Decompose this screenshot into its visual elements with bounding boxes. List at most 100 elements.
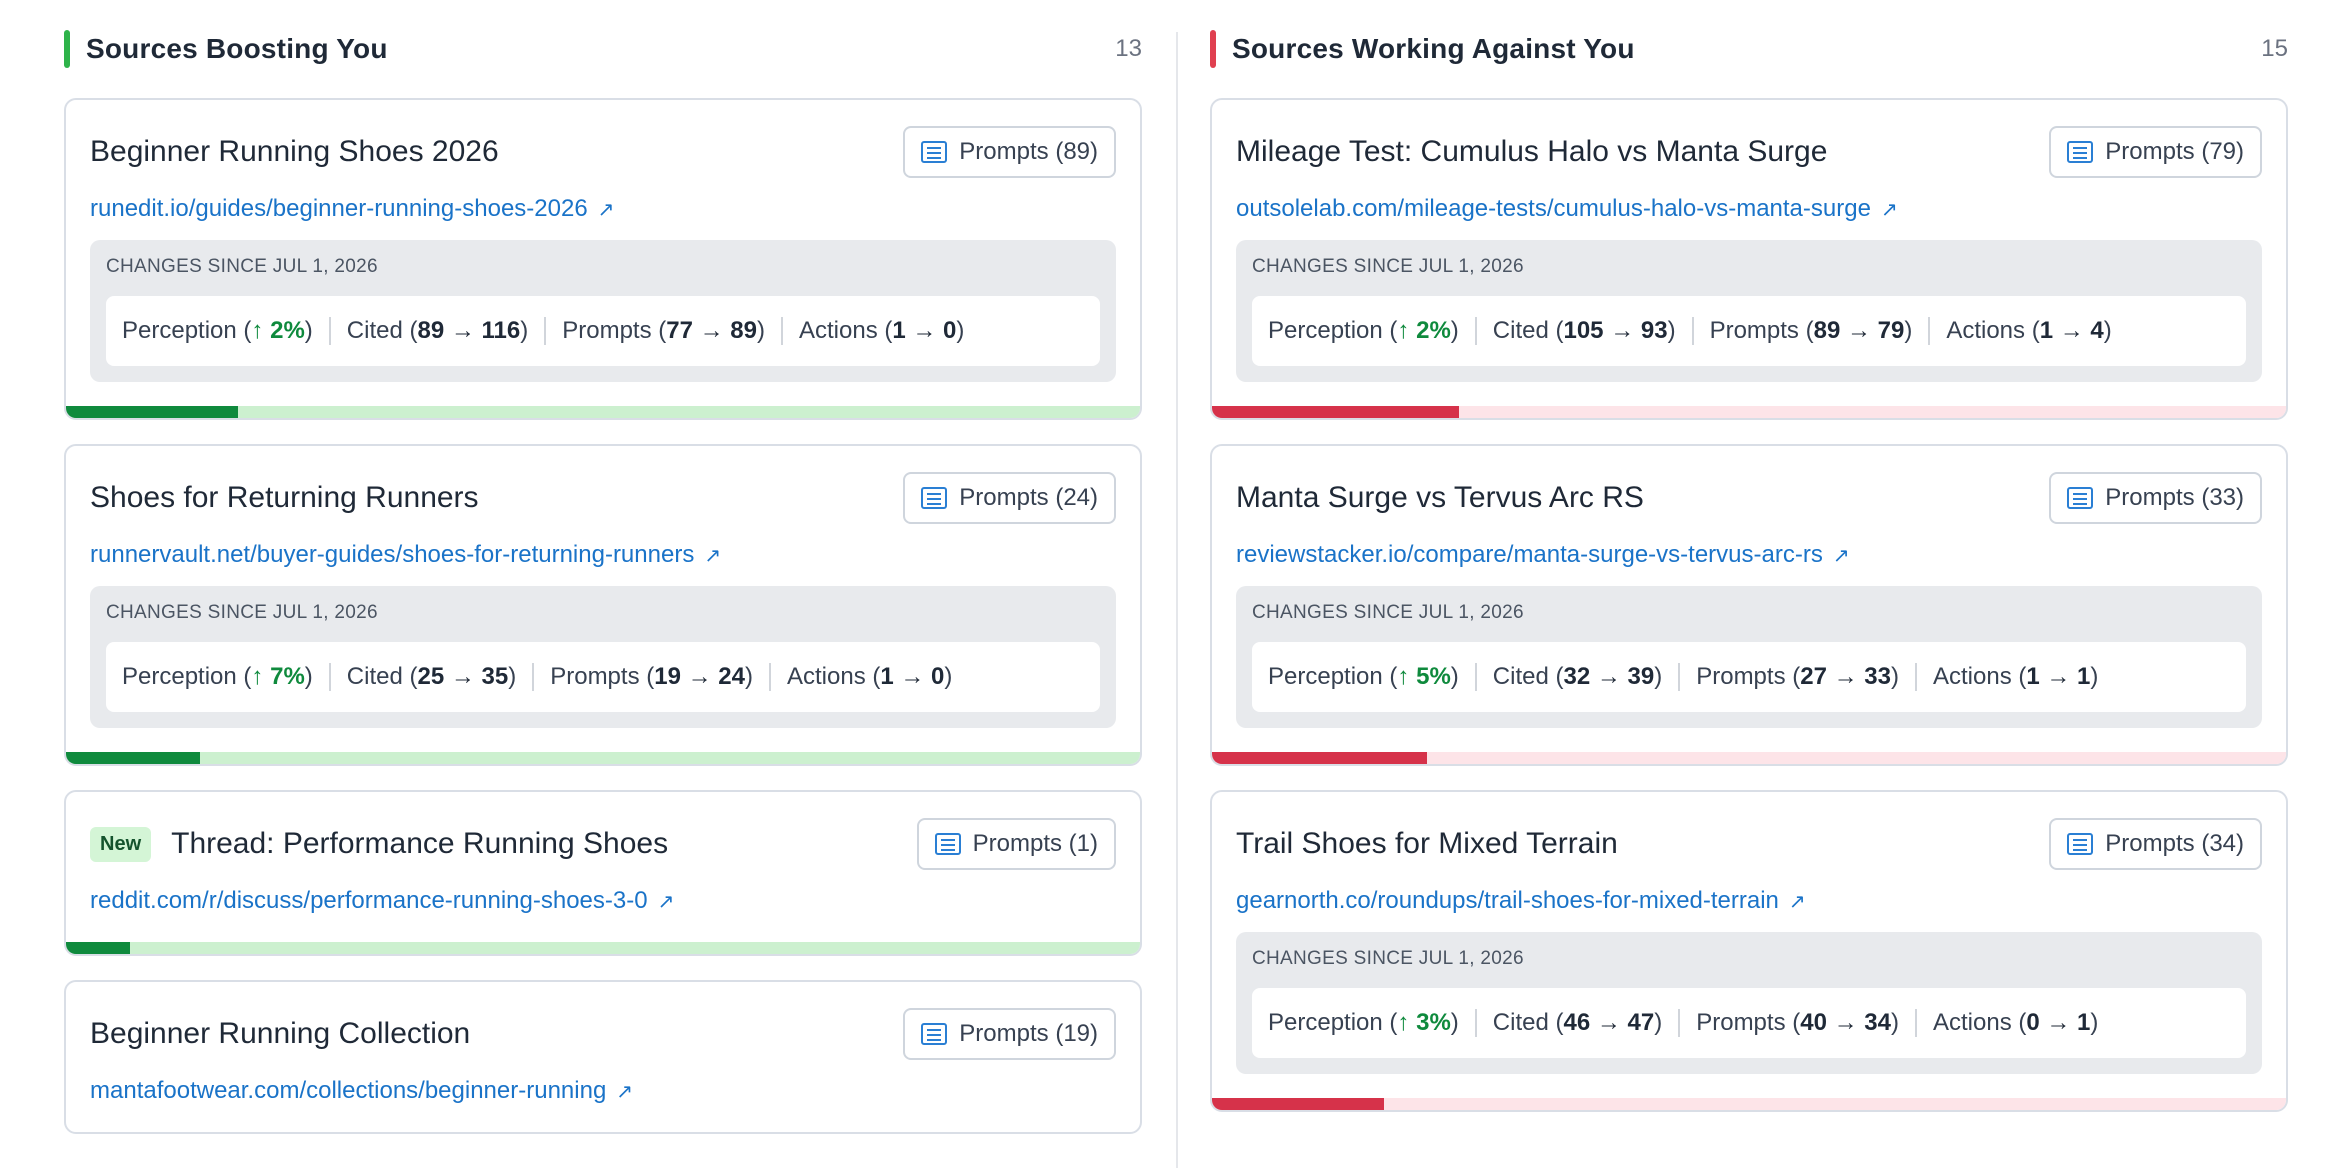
- up-arrow-icon: ↑: [1397, 1009, 1410, 1036]
- metric-actions: Actions (1 → 1): [1914, 663, 2114, 691]
- card-header: Shoes for Returning Runners Prompts (24): [90, 472, 1116, 524]
- progress-bar: [66, 752, 1140, 764]
- prompts-button-label: Prompts (89): [959, 138, 1098, 165]
- metric-label: Actions: [1946, 317, 2026, 344]
- metric-label: Prompts: [1696, 663, 1786, 690]
- card-body: Mileage Test: Cumulus Halo vs Manta Surg…: [1212, 100, 2286, 406]
- changes-panel: CHANGES SINCE JUL 1, 2026 Perception (↑ 7…: [90, 586, 1116, 728]
- source-link[interactable]: gearnorth.co/roundups/trail-shoes-for-mi…: [1236, 884, 2262, 918]
- prompts-button[interactable]: Prompts (24): [903, 472, 1116, 524]
- against-card-list: Mileage Test: Cumulus Halo vs Manta Surg…: [1210, 98, 2288, 1112]
- source-url[interactable]: runnervault.net/buyer-guides/shoes-for-r…: [90, 541, 695, 568]
- perception-change: ↑ 2%: [1397, 317, 1450, 344]
- prompts-button[interactable]: Prompts (33): [2049, 472, 2262, 524]
- source-card: Shoes for Returning Runners Prompts (24) r…: [64, 444, 1142, 766]
- progress-fill: [66, 942, 131, 954]
- metric-prompts: Prompts (40 → 34): [1678, 1009, 1915, 1037]
- source-link[interactable]: reddit.com/r/discuss/performance-running…: [90, 884, 1116, 918]
- perception-change: ↑ 2%: [251, 317, 304, 344]
- progress-bar: [1212, 752, 2286, 764]
- perception-value: 7%: [270, 663, 305, 690]
- metric-value: 77 → 89: [666, 317, 757, 344]
- up-arrow-icon: ↑: [251, 317, 264, 344]
- list-icon: [921, 487, 948, 509]
- source-title: Manta Surge vs Tervus Arc RS: [1236, 481, 1644, 514]
- card-header: New Thread: Performance Running Shoes Prom…: [90, 818, 1116, 870]
- perception-value: 2%: [1416, 317, 1451, 344]
- boosting-card-list: Beginner Running Shoes 2026 Prompts (89) r…: [64, 98, 1142, 1134]
- metric-value: 32 → 39: [1563, 663, 1655, 690]
- metric-value: 46 → 47: [1563, 1009, 1655, 1036]
- metric-label: Prompts: [1709, 317, 1799, 344]
- external-link-icon: ↗: [1880, 198, 1898, 221]
- boosting-header: Sources Boosting You 13: [64, 0, 1142, 98]
- up-arrow-icon: ↑: [251, 663, 264, 690]
- metric-prompts: Prompts (77 → 89): [544, 317, 781, 345]
- metric-perception: Perception (↑ 2%): [1268, 317, 1459, 344]
- source-url[interactable]: reviewstacker.io/compare/manta-surge-vs-…: [1236, 541, 1823, 568]
- source-url[interactable]: mantafootwear.com/collections/beginner-r…: [90, 1077, 607, 1104]
- metric-actions: Actions (0 → 1): [1914, 1009, 2114, 1037]
- against-title: Sources Working Against You: [1232, 33, 1635, 64]
- source-url[interactable]: gearnorth.co/roundups/trail-shoes-for-mi…: [1236, 887, 1779, 914]
- metric-value: 105 → 93: [1563, 317, 1668, 344]
- metrics-row: Perception (↑ 2%) Cited (89 → 116) Prompts…: [106, 296, 1100, 366]
- prompts-button[interactable]: Prompts (34): [2049, 818, 2262, 870]
- external-link-icon: ↗: [1788, 890, 1806, 913]
- source-url[interactable]: runedit.io/guides/beginner-running-shoes…: [90, 195, 588, 222]
- card-header: Beginner Running Collection Prompts (19): [90, 1008, 1116, 1060]
- sources-panel: Sources Boosting You 13 Beginner Running…: [64, 0, 2288, 1168]
- metric-label: Prompts: [550, 663, 640, 690]
- metric-cited: Cited (25 → 35): [328, 663, 532, 691]
- prompts-button[interactable]: Prompts (79): [2049, 126, 2262, 178]
- metric-value: 89 → 116: [417, 317, 521, 344]
- external-link-icon: ↗: [616, 1080, 634, 1103]
- progress-bar: [66, 942, 1140, 954]
- source-link[interactable]: outsolelab.com/mileage-tests/cumulus-hal…: [1236, 192, 2262, 226]
- metric-label: Cited: [346, 317, 403, 344]
- external-link-icon: ↗: [1832, 544, 1850, 567]
- prompts-button[interactable]: Prompts (19): [903, 1008, 1116, 1060]
- metric-label: Actions: [1932, 663, 2012, 690]
- metrics-row: Perception (↑ 2%) Cited (105 → 93) Prompts…: [1252, 296, 2246, 366]
- source-card: Manta Surge vs Tervus Arc RS Prompts (33)…: [1210, 444, 2288, 766]
- card-body: Shoes for Returning Runners Prompts (24) r…: [66, 446, 1140, 752]
- perception-change: ↑ 3%: [1397, 1009, 1450, 1036]
- prompts-button[interactable]: Prompts (1): [916, 818, 1116, 870]
- metric-actions: Actions (1 → 0): [768, 663, 968, 691]
- metric-prompts: Prompts (89 → 79): [1691, 317, 1929, 345]
- changes-panel: CHANGES SINCE JUL 1, 2026 Perception (↑ 2…: [90, 240, 1116, 382]
- card-body: Beginner Running Shoes 2026 Prompts (89) r…: [66, 100, 1140, 406]
- metric-label: Perception: [122, 317, 237, 344]
- metric-value: 19 → 24: [654, 663, 745, 690]
- prompts-button[interactable]: Prompts (89): [903, 126, 1116, 178]
- source-url[interactable]: reddit.com/r/discuss/performance-running…: [90, 887, 648, 914]
- progress-fill: [1212, 406, 1460, 418]
- metric-prompts: Prompts (19 → 24): [532, 663, 769, 691]
- source-link[interactable]: mantafootwear.com/collections/beginner-r…: [90, 1074, 1116, 1108]
- source-link[interactable]: runedit.io/guides/beginner-running-shoes…: [90, 192, 1116, 226]
- card-header: Mileage Test: Cumulus Halo vs Manta Surg…: [1236, 126, 2262, 178]
- metric-label: Cited: [346, 663, 403, 690]
- prompts-button-label: Prompts (34): [2105, 830, 2244, 857]
- source-link[interactable]: reviewstacker.io/compare/manta-surge-vs-…: [1236, 538, 2262, 572]
- metric-label: Actions: [799, 317, 878, 344]
- prompts-button-label: Prompts (24): [959, 484, 1098, 511]
- source-url[interactable]: outsolelab.com/mileage-tests/cumulus-hal…: [1236, 195, 1871, 222]
- perception-change: ↑ 5%: [1397, 663, 1450, 690]
- metric-perception: Perception (↑ 5%): [1268, 663, 1459, 690]
- metric-label: Perception: [1268, 1009, 1383, 1036]
- progress-fill: [66, 406, 238, 418]
- card-header: Trail Shoes for Mixed Terrain Prompts (34…: [1236, 818, 2262, 870]
- metric-value: 1 → 0: [892, 317, 957, 344]
- perception-value: 5%: [1416, 663, 1451, 690]
- metric-label: Perception: [1268, 663, 1383, 690]
- metric-label: Prompts: [1696, 1009, 1786, 1036]
- list-icon: [2067, 833, 2094, 855]
- changes-label: CHANGES SINCE JUL 1, 2026: [106, 256, 378, 277]
- progress-bar: [1212, 406, 2286, 418]
- external-link-icon: ↗: [704, 544, 722, 567]
- metric-cited: Cited (89 → 116): [328, 317, 544, 345]
- source-link[interactable]: runnervault.net/buyer-guides/shoes-for-r…: [90, 538, 1116, 572]
- card-body: Beginner Running Collection Prompts (19) m…: [66, 982, 1140, 1132]
